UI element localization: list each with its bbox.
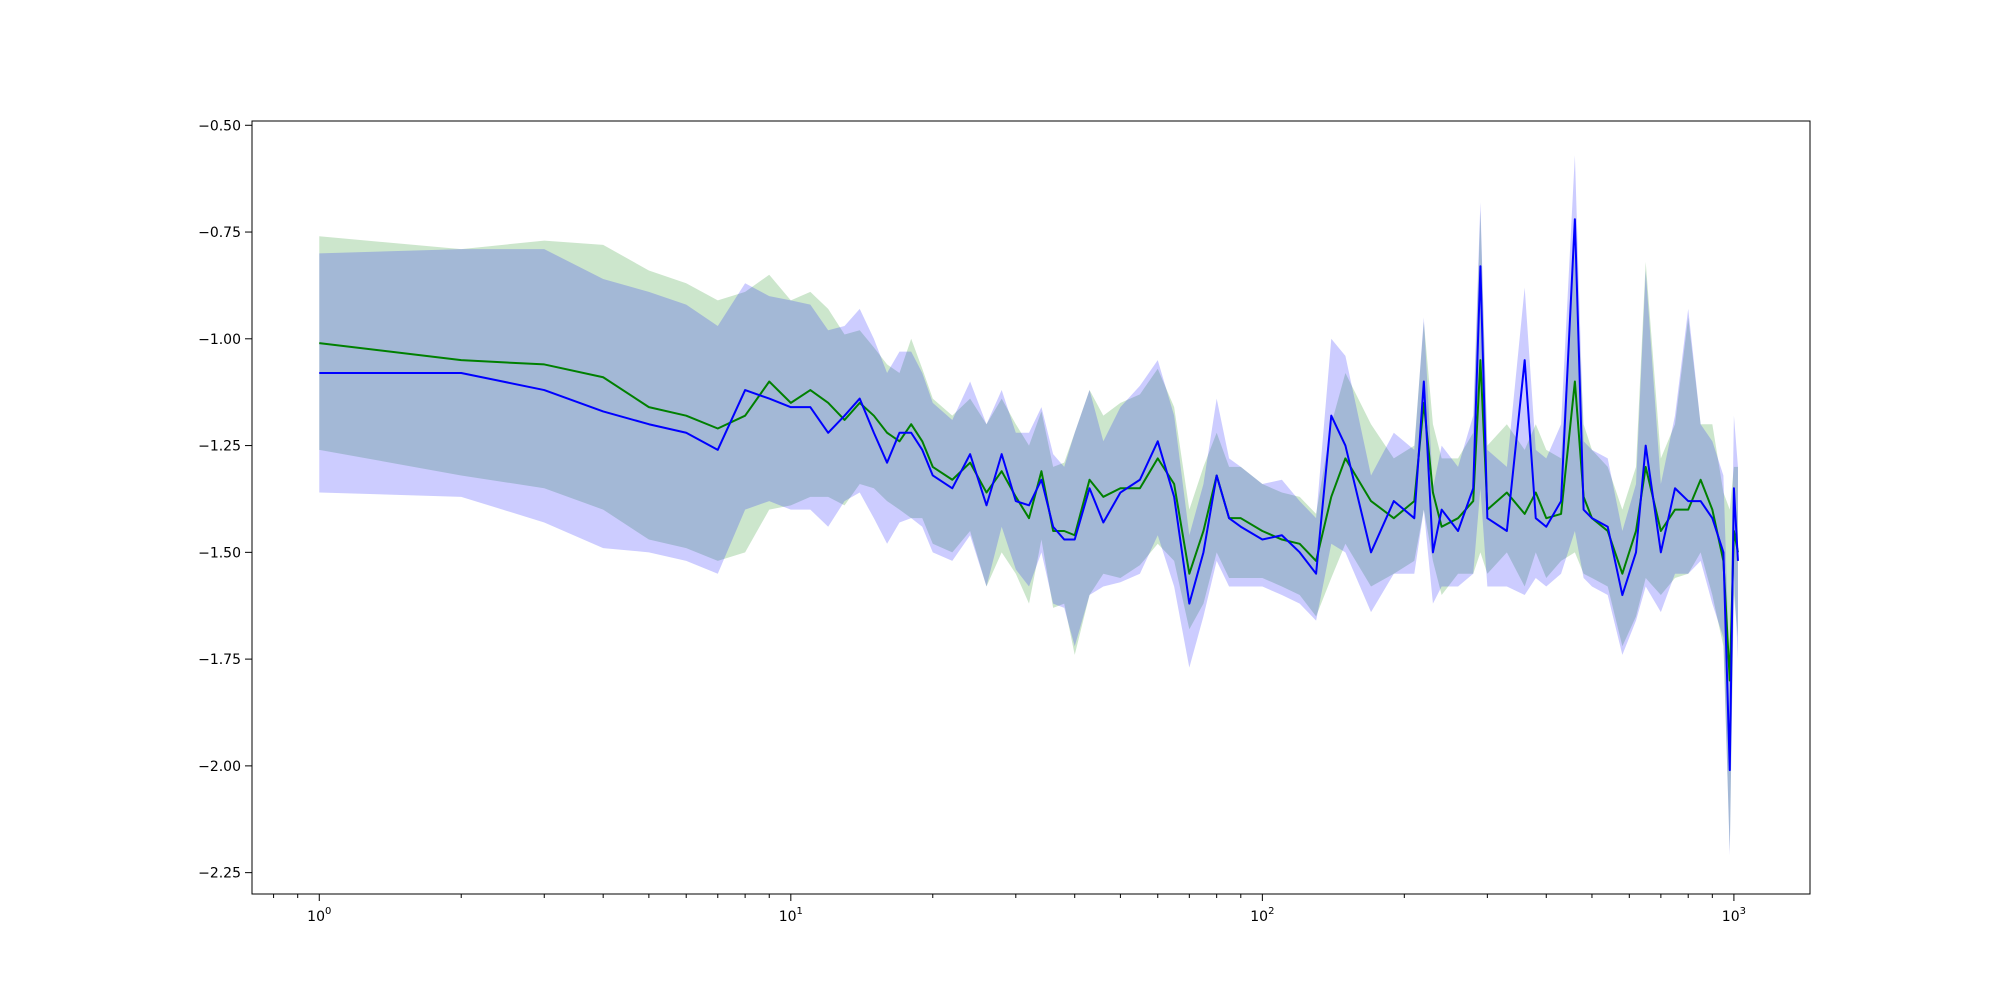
y-tick-label: −1.25 [198, 439, 241, 455]
y-tick-label: −1.50 [198, 545, 241, 561]
y-tick-label: −1.75 [198, 652, 241, 668]
x-axis-ticks: 100 101 102 103 [273, 894, 1746, 925]
plot-frame [251, 120, 1811, 895]
x-tick-label: 103 [1722, 906, 1746, 925]
y-tick-label: −2.25 [198, 866, 241, 882]
y-tick-label: −0.75 [198, 225, 241, 241]
y-axis-ticks: −0.50 −0.75 −1.00 −1.25 −1.50 −1.75 −2.00 −2.25 [198, 118, 252, 882]
x-tick-label: 100 [307, 906, 331, 925]
y-tick-label: −2.00 [198, 759, 241, 775]
series-2-line [319, 218, 1739, 772]
y-tick-label: −1.00 [198, 332, 241, 348]
y-tick-label: −0.50 [198, 118, 241, 134]
series-1-band [319, 210, 1738, 852]
x-tick-label: 102 [1250, 906, 1274, 925]
series-lines [319, 218, 1739, 772]
x-tick-label: 101 [779, 906, 803, 925]
